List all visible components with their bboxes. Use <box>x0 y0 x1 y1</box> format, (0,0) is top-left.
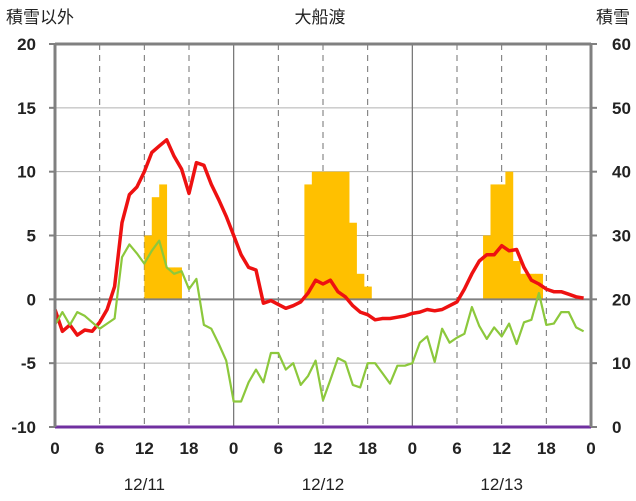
snow-bar <box>326 171 335 300</box>
right-tick-label: 10 <box>612 354 631 373</box>
snow-bar <box>483 235 491 300</box>
left-tick-label: 10 <box>17 163 36 182</box>
snow-bar <box>490 184 499 300</box>
snow-bar <box>166 267 175 300</box>
snow-bar <box>497 184 506 300</box>
snow-bar <box>356 273 365 300</box>
x-tick-label: 18 <box>180 439 199 458</box>
snow-bar <box>311 171 320 300</box>
left-tick-label: -10 <box>11 418 36 437</box>
right-tick-label: 60 <box>612 35 631 54</box>
snow-bar <box>334 171 343 300</box>
snow-bar <box>159 184 168 300</box>
x-tick-label: 0 <box>408 439 417 458</box>
left-tick-label: 15 <box>17 99 36 118</box>
x-tick-label: 0 <box>50 439 59 458</box>
left-tick-label: 20 <box>17 35 36 54</box>
x-tick-label: 0 <box>229 439 238 458</box>
x-tick-label: 6 <box>95 439 104 458</box>
snow-bars <box>144 171 544 300</box>
snow-bar <box>363 286 372 300</box>
x-tick-label: 12 <box>135 439 154 458</box>
left-axis-label: 積雪以外 <box>6 8 74 28</box>
plot-frame <box>49 42 597 429</box>
green-series-line <box>54 239 585 403</box>
snow-bar <box>505 171 514 300</box>
x-tick-label: 6 <box>274 439 283 458</box>
snow-bar <box>341 171 350 300</box>
right-tick-label: 30 <box>612 227 631 246</box>
snow-bar <box>520 273 529 300</box>
date-label: 12/13 <box>480 475 523 494</box>
left-tick-label: -5 <box>21 354 36 373</box>
date-label: 12/11 <box>124 475 165 494</box>
snow-bar <box>144 235 153 300</box>
right-tick-label: 40 <box>612 163 631 182</box>
x-tick-label: 18 <box>537 439 556 458</box>
x-tick-label: 12 <box>492 439 511 458</box>
right-tick-label: 0 <box>612 418 621 437</box>
right-axis-label: 積雪 <box>596 8 630 28</box>
red-series-line <box>53 138 584 337</box>
snow-bar <box>319 171 328 300</box>
snow-bar <box>512 261 521 300</box>
x-tick-label: 18 <box>358 439 377 458</box>
snow-bar <box>527 273 536 300</box>
chart-title: 大船渡 <box>295 8 346 28</box>
snow-bar <box>151 197 160 300</box>
right-tick-label: 20 <box>612 290 631 309</box>
snow-bar <box>535 273 544 300</box>
left-tick-label: 0 <box>27 290 36 309</box>
right-tick-label: 50 <box>612 99 631 118</box>
snow-bar <box>349 222 357 300</box>
left-tick-label: 5 <box>27 227 36 246</box>
x-tick-label: 6 <box>452 439 461 458</box>
series-lines <box>53 138 591 403</box>
snow-bar <box>304 184 313 300</box>
x-tick-label: 12 <box>314 439 333 458</box>
snow-bar <box>174 267 182 300</box>
date-label: 12/12 <box>302 475 345 494</box>
x-tick-label: 0 <box>586 439 595 458</box>
